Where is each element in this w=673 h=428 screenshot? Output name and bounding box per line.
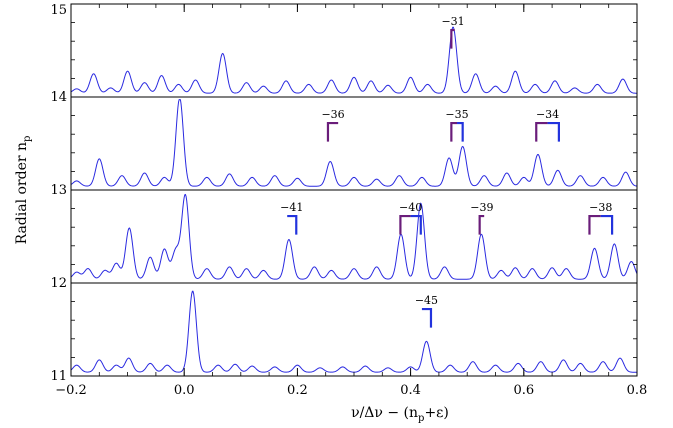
x-tick-label: −0.2 (55, 383, 87, 398)
panel-order-13: −36 −35 −34 (70, 99, 638, 187)
mode-marker-12-1: −40 (399, 201, 422, 235)
mode-marker-12-0: −41 (280, 201, 303, 235)
x-tick-label: 0.0 (174, 383, 195, 398)
marker-label: −39 (470, 201, 493, 214)
mode-marker-13-2: −34 (535, 108, 560, 142)
x-tick-label: 0.2 (287, 383, 308, 398)
spectrum-line-13 (70, 99, 638, 187)
marker-label: −40 (399, 201, 422, 214)
marker-bracket-left (478, 214, 485, 235)
spectrum-line-11 (70, 290, 637, 373)
spectrum-line-14 (70, 26, 637, 94)
x-axis-title-main: ν/Δν − (n (351, 405, 418, 421)
marker-label: −35 (445, 108, 468, 121)
panels-layer: −31 −36 −35 −34 −41 −40 −39 −38 −45 (70, 15, 638, 373)
marker-bracket-right (421, 307, 433, 328)
marker-label: −36 (321, 108, 344, 121)
marker-bracket-right (600, 214, 614, 235)
mode-marker-13-0: −36 (321, 108, 345, 142)
y-axis-title: Radial order np (14, 136, 33, 245)
marker-bracket-right (547, 121, 560, 142)
y-tick-label: 14 (50, 90, 67, 105)
mode-marker-13-1: −35 (445, 108, 469, 142)
panel-order-12: −41 −40 −39 −38 (70, 193, 638, 280)
x-axis-ticks: −0.2 0.0 0.2 0.4 0.6 0.8 (55, 4, 647, 398)
y-tick-label: 13 (50, 183, 67, 198)
marker-bracket-left (399, 214, 411, 235)
marker-bracket-left (450, 28, 455, 49)
panel-order-14: −31 (70, 15, 637, 94)
marker-bracket-right (457, 121, 464, 142)
y-tick-label: 11 (50, 369, 67, 384)
mode-marker-12-2: −39 (470, 201, 494, 235)
spectrum-line-12 (70, 193, 638, 280)
x-axis-title-sub: p (418, 413, 424, 424)
marker-label: −45 (415, 294, 438, 307)
y-tick-label: 12 (50, 276, 67, 291)
y-tick-label: 15 (50, 3, 67, 18)
marker-label: −38 (589, 201, 612, 214)
x-tick-label: 0.4 (400, 383, 421, 398)
marker-bracket-right (287, 214, 298, 235)
marker-bracket-left (535, 121, 548, 142)
x-axis-title: ν/Δν − (np+ε) (351, 405, 449, 424)
marker-bracket-left (588, 214, 601, 235)
y-axis-ticks: 14 15 13 12 11 (50, 3, 637, 384)
marker-label: −31 (441, 15, 464, 28)
marker-label: −34 (536, 108, 559, 121)
mode-marker-11-0: −45 (415, 294, 438, 328)
y-axis-title-main: Radial order n (14, 142, 30, 244)
mode-marker-12-3: −38 (588, 201, 614, 235)
marker-bracket-right (410, 214, 422, 235)
plot-frame (70, 3, 638, 377)
x-axis-title-tail: +ε) (424, 405, 448, 421)
mode-marker-14-0: −31 (441, 15, 465, 49)
x-tick-label: 0.8 (627, 383, 648, 398)
marker-bracket-left (326, 121, 339, 142)
marker-bracket-left (450, 121, 458, 142)
panel-order-11: −45 (70, 290, 637, 373)
x-tick-label: 0.6 (513, 383, 534, 398)
marker-label: −41 (280, 201, 303, 214)
y-axis-title-sub: p (22, 136, 33, 142)
